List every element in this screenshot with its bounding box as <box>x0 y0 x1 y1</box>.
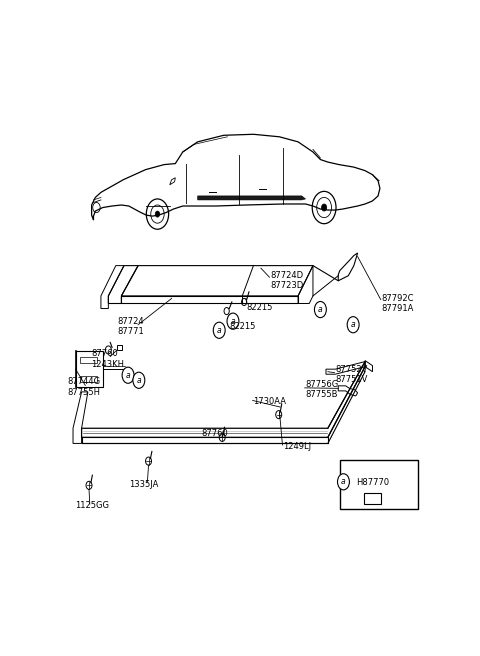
Circle shape <box>133 372 145 388</box>
Circle shape <box>322 204 327 211</box>
Circle shape <box>213 322 225 338</box>
Polygon shape <box>198 196 305 200</box>
Circle shape <box>314 302 326 318</box>
Text: 87792C
87791A: 87792C 87791A <box>382 294 414 313</box>
Text: a: a <box>318 305 323 314</box>
Bar <box>364 493 381 504</box>
Text: 87760: 87760 <box>202 429 228 438</box>
Text: 87724D
87723D: 87724D 87723D <box>270 271 303 291</box>
Text: 1249LJ: 1249LJ <box>283 442 312 451</box>
FancyBboxPatch shape <box>340 460 418 509</box>
Text: a: a <box>136 376 141 385</box>
Text: 1730AA: 1730AA <box>253 398 287 407</box>
Text: a: a <box>231 317 235 325</box>
Text: a: a <box>126 371 131 380</box>
Text: a: a <box>217 326 222 335</box>
Circle shape <box>155 211 160 217</box>
Text: 87756G
87755B: 87756G 87755B <box>305 380 339 399</box>
Text: 87724
87771: 87724 87771 <box>118 317 144 336</box>
Circle shape <box>227 313 239 329</box>
Circle shape <box>347 317 359 333</box>
Circle shape <box>337 474 349 490</box>
Text: 82215: 82215 <box>246 302 272 312</box>
Text: 87744G
87755H: 87744G 87755H <box>67 377 101 396</box>
Circle shape <box>122 367 134 383</box>
Text: a: a <box>341 478 346 486</box>
Text: 1335JA: 1335JA <box>129 480 158 489</box>
Text: 82215: 82215 <box>229 321 256 331</box>
Text: 1125GG: 1125GG <box>75 501 109 510</box>
Text: 87752V
87751V: 87752V 87751V <box>335 365 368 384</box>
Text: H87770: H87770 <box>357 478 390 487</box>
Text: 87760
1243KH: 87760 1243KH <box>91 350 124 369</box>
Text: a: a <box>351 320 356 329</box>
